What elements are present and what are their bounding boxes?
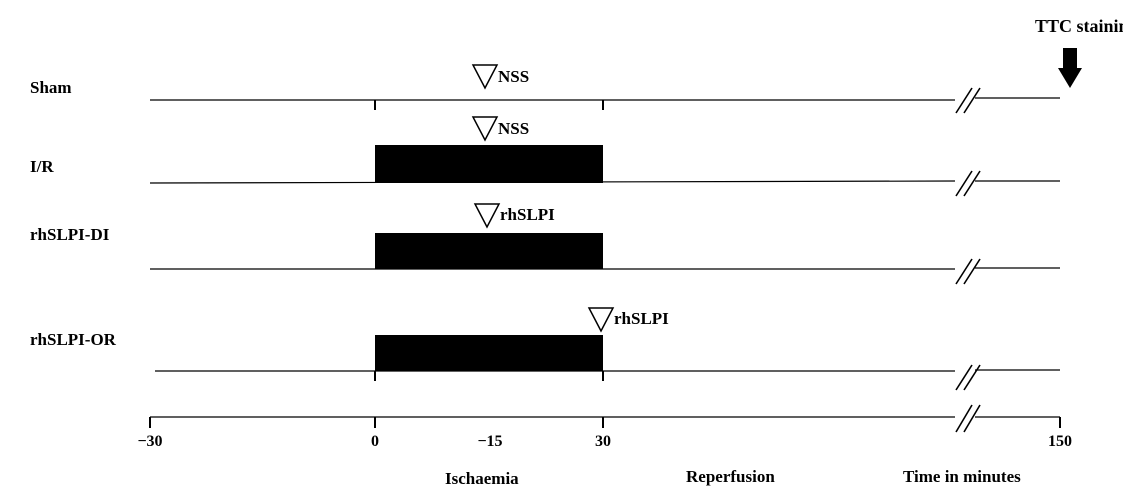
ischemia-bar-rhslpi-di [375, 233, 603, 269]
row-rhslpi-di: rhSLPI-DI rhSLPI [30, 203, 1060, 285]
axis-break-icon [955, 170, 981, 197]
row-ir: I/R NSS [30, 116, 1060, 197]
marker-label-sham: NSS [498, 67, 529, 86]
ttc-staining-label: TTC staining [1035, 16, 1123, 36]
marker-label-rhslpi-or: rhSLPI [614, 309, 669, 328]
tick-label: 30 [595, 433, 611, 450]
tick-label: 150 [1048, 433, 1072, 450]
axis-title: Time in minutes [903, 467, 1021, 486]
down-arrow-icon [1058, 48, 1082, 88]
axis-break-icon [955, 364, 981, 391]
row-sham: Sham NSS [30, 64, 1060, 114]
ischemia-bar-rhslpi-or [375, 335, 603, 371]
row-label-rhslpi-or: rhSLPI-OR [30, 330, 117, 349]
marker-label-rhslpi-di: rhSLPI [500, 205, 555, 224]
row-label-ir: I/R [30, 157, 54, 176]
tick-label: 0 [371, 433, 379, 450]
phase-label-reperfusion: Reperfusion [686, 467, 775, 486]
row-label-rhslpi-di: rhSLPI-DI [30, 225, 110, 244]
row-rhslpi-or: rhSLPI-OR rhSLPI [30, 307, 1060, 391]
row-label-sham: Sham [30, 78, 72, 97]
ischemia-bar-ir [375, 145, 603, 183]
time-axis: −30 0 −15 30 150 [137, 404, 1072, 450]
axis-break-icon [955, 87, 981, 114]
timeline-ir [149, 180, 956, 184]
phase-label-ischaemia: Ischaemia [445, 469, 519, 488]
open-triangle-down-icon [471, 64, 499, 90]
open-triangle-down-icon [473, 203, 501, 229]
open-triangle-down-icon [471, 116, 499, 142]
tick-label: −15 [477, 433, 502, 450]
tick-label: −30 [137, 433, 162, 450]
axis-break-icon [955, 404, 981, 433]
marker-label-ir: NSS [498, 119, 529, 138]
open-triangle-down-icon [587, 307, 615, 333]
axis-break-icon [955, 258, 981, 285]
